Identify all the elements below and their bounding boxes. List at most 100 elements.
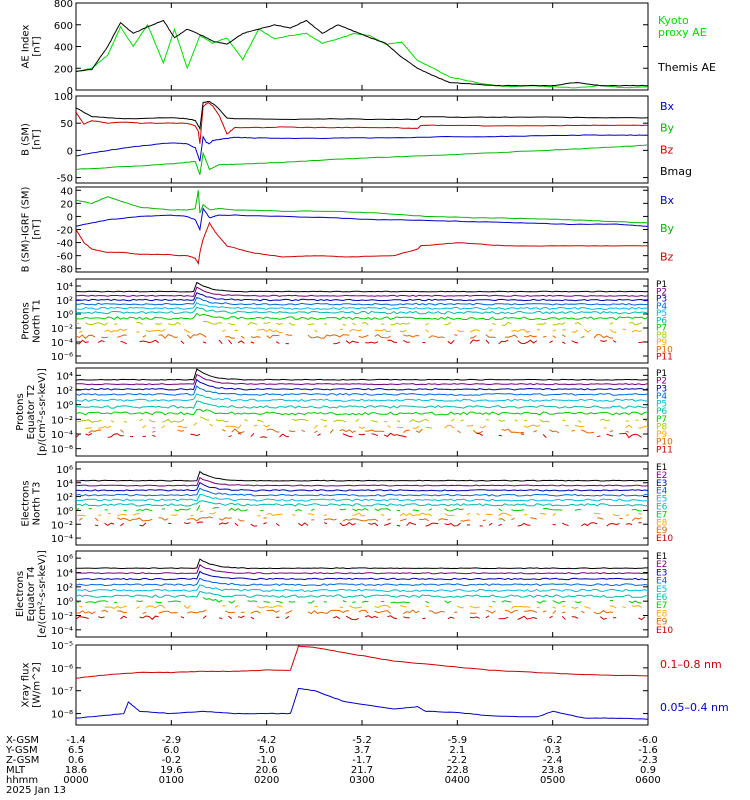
channel-line: [511, 517, 515, 521]
channel-line: [323, 522, 328, 525]
channel-label: P4: [656, 392, 667, 402]
channel-line: [76, 400, 648, 409]
y-axis-label: Electrons: [21, 480, 32, 526]
channel-line: [76, 296, 648, 306]
channel-line: [85, 427, 92, 429]
channel-line: [476, 432, 484, 437]
channel-line: [571, 340, 579, 344]
plot-area: [76, 19, 648, 89]
channel-line: [622, 606, 626, 609]
channel-line: [380, 513, 385, 517]
channel-line: [638, 616, 646, 621]
channel-line: [76, 339, 89, 345]
channel-line: [457, 430, 461, 434]
channel-line: [444, 322, 452, 326]
panel-frame: [75, 95, 649, 184]
channel-line: [183, 605, 191, 609]
channel-label: E6: [656, 503, 668, 513]
channel-line: [250, 616, 255, 620]
y-axis-label: Electrons: [15, 571, 26, 617]
channel-line: [485, 334, 496, 338]
channel-line: [234, 522, 239, 527]
y-axis-label: [p/(cm²-s-sr-keV)]: [37, 368, 48, 456]
channel-line: [98, 425, 112, 429]
channel-line: [561, 341, 566, 345]
channel-line: [298, 522, 309, 527]
channel-line: [524, 610, 538, 614]
channel-line: [454, 334, 458, 336]
channel-label: E8: [656, 609, 668, 619]
y-tick-label: 10⁻⁸: [51, 710, 73, 721]
channel-line: [561, 334, 566, 338]
channel-line: [288, 322, 296, 326]
channel-line: [371, 419, 378, 423]
channel-line: [638, 425, 648, 429]
y-tick-label: 10⁻⁴: [51, 338, 73, 349]
channel-line: [488, 329, 493, 332]
series-line: [76, 19, 648, 87]
channel-label: E5: [656, 495, 667, 505]
channel-line: [543, 507, 563, 511]
channel-line: [504, 334, 519, 339]
channel-line: [571, 429, 576, 432]
channel-line: [98, 616, 105, 619]
channel-line: [574, 508, 582, 511]
channel-label: E2: [656, 471, 667, 481]
channel-label: P8: [656, 422, 667, 432]
channel-line: [644, 419, 648, 422]
y-tick-label: 10²: [56, 493, 73, 504]
channel-line: [237, 518, 245, 522]
channel-line: [221, 329, 226, 333]
channel-line: [425, 522, 439, 527]
channel-line: [203, 320, 223, 325]
channel-line: [358, 609, 369, 614]
channel-line: [428, 610, 445, 614]
channel-line: [212, 507, 219, 509]
channel-line: [76, 368, 648, 381]
channel-line: [120, 615, 128, 620]
y-tick-label: 10⁻⁷: [51, 687, 73, 698]
channel-line: [488, 605, 493, 608]
y-tick-label: 10⁻⁵: [51, 641, 73, 652]
channel-label: P2: [656, 377, 667, 387]
channel-line: [492, 322, 496, 326]
y-axis-label: Xray flux: [21, 663, 32, 708]
channel-line: [619, 432, 642, 439]
channel-line: [482, 519, 486, 522]
channel-line: [552, 329, 557, 332]
channel-line: [260, 509, 264, 512]
channel-line: [234, 329, 239, 332]
channel-line: [597, 517, 604, 520]
channel-line: [94, 517, 99, 522]
panel-7: 10⁶ 10⁴ 10² 10⁰ 10⁻² 10⁻⁴ Electrons Equator T4[…: [15, 550, 673, 638]
series-line: [76, 144, 648, 175]
channel-line: [148, 419, 156, 423]
channel-line: [536, 322, 547, 325]
ephemeris-value: 0.9: [640, 765, 656, 776]
channel-line: [142, 611, 147, 614]
channel-label: E10: [656, 626, 673, 636]
channel-label: P9: [656, 338, 667, 348]
y-axis-label: [e/(cm²-s-sr-keV)]: [37, 550, 48, 638]
legend-label: Bz: [660, 143, 674, 156]
channel-line: [202, 615, 207, 619]
y-axis-label: Protons: [21, 302, 32, 339]
channel-line: [412, 425, 420, 429]
channel-line: [76, 373, 648, 386]
channel-line: [76, 616, 89, 620]
channel-line: [444, 600, 452, 604]
y-tick-label: 0: [67, 146, 73, 157]
channel-line: [374, 328, 391, 333]
ephemeris-value: 23.8: [542, 765, 564, 776]
channel-line: [632, 605, 642, 609]
channel-line: [581, 335, 585, 339]
channel-line: [561, 615, 566, 620]
channel-line: [279, 433, 289, 438]
channel-line: [562, 419, 566, 422]
panel-frame: [75, 550, 649, 638]
channel-line: [158, 610, 178, 614]
panel-2: 100 50 0 -50 B (SM) [nT] Bx By Bz Bmag: [21, 92, 693, 185]
channel-line: [117, 334, 127, 338]
channel-line: [469, 335, 477, 339]
channel-line: [469, 605, 480, 609]
